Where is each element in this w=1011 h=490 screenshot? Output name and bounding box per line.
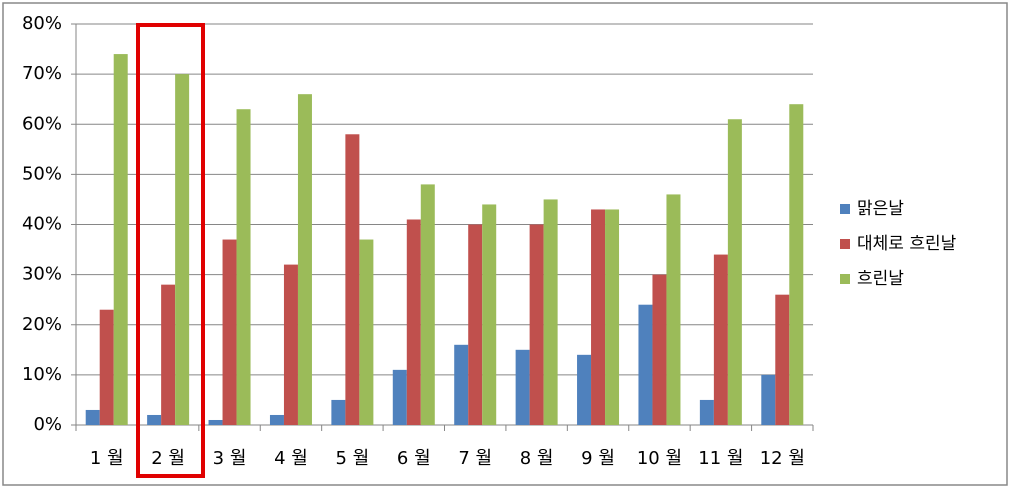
- bar: [515, 349, 530, 425]
- bar: [577, 354, 592, 425]
- bar: [591, 209, 606, 425]
- y-tick-label: 80%: [22, 13, 62, 34]
- bar: [775, 294, 790, 425]
- y-tick-label: 50%: [22, 163, 62, 184]
- bar: [113, 54, 128, 425]
- bar: [454, 344, 469, 425]
- y-tick-label: 40%: [22, 214, 62, 235]
- bar: [652, 274, 667, 425]
- bar: [789, 104, 804, 425]
- bar: [359, 239, 374, 425]
- bar: [543, 199, 558, 425]
- x-tick-label: 1 월: [90, 448, 124, 469]
- bar: [392, 369, 407, 425]
- bar: [208, 419, 223, 425]
- bar: [161, 284, 176, 425]
- bar: [638, 304, 653, 425]
- y-tick-label: 60%: [22, 113, 62, 134]
- bar: [283, 264, 298, 425]
- bar: [147, 414, 162, 425]
- legend-swatch: [840, 239, 850, 249]
- y-tick-label: 10%: [22, 364, 62, 385]
- y-tick-label: 70%: [22, 63, 62, 84]
- y-tick-label: 20%: [22, 314, 62, 335]
- bar: [175, 74, 190, 425]
- y-tick-label: 30%: [22, 264, 62, 285]
- x-tick-label: 2 월: [151, 448, 185, 469]
- highlight-box: [136, 23, 205, 478]
- x-tick-label: 4 월: [274, 448, 308, 469]
- bar: [699, 399, 714, 425]
- bar: [345, 134, 360, 425]
- bar: [727, 119, 742, 426]
- legend-label: 맑은날: [857, 199, 904, 219]
- bar: [666, 194, 681, 425]
- bar: [529, 224, 544, 425]
- x-tick-label: 7 월: [458, 448, 492, 469]
- legend-label: 흐린날: [857, 269, 904, 289]
- x-tick-label: 3 월: [213, 448, 247, 469]
- bar: [222, 239, 237, 425]
- x-tick-label: 8 월: [520, 448, 554, 469]
- x-tick-label: 5 월: [336, 448, 370, 469]
- bar: [297, 94, 312, 426]
- bar: [236, 109, 251, 426]
- x-tick-label: 6 월: [397, 448, 431, 469]
- x-tick-label: 9 월: [581, 448, 615, 469]
- bar: [468, 224, 483, 425]
- bar: [420, 184, 435, 425]
- legend-swatch: [840, 204, 850, 214]
- bar: [605, 209, 620, 425]
- bar: [269, 414, 284, 425]
- y-tick-label: 0%: [33, 414, 62, 435]
- bar: [713, 254, 728, 425]
- bar: [99, 309, 114, 425]
- x-tick-label: 12 월: [760, 448, 805, 469]
- x-tick-label: 10 월: [637, 448, 682, 469]
- bar: [761, 374, 776, 425]
- legend-swatch: [840, 274, 850, 284]
- bar: [85, 409, 100, 425]
- legend-label: 대체로 흐린날: [857, 234, 957, 254]
- bar: [406, 219, 421, 425]
- bar: [331, 399, 346, 425]
- x-tick-label: 11 월: [698, 448, 743, 469]
- bar: [482, 204, 497, 425]
